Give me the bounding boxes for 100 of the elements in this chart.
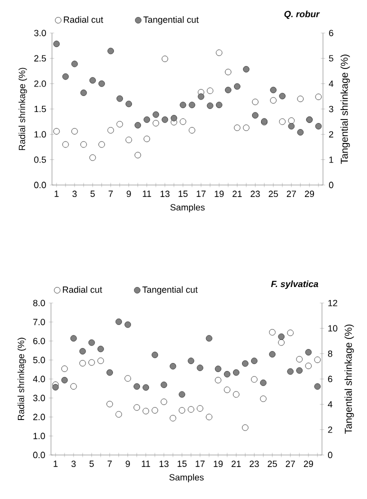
point — [160, 398, 168, 406]
point — [188, 406, 194, 413]
point — [188, 358, 194, 364]
y2-tick-label: 6 — [329, 30, 334, 36]
x-tick-label: 7 — [108, 460, 112, 467]
point — [162, 56, 168, 62]
point — [115, 318, 122, 325]
x-tick-label: 3 — [71, 460, 76, 468]
point — [288, 117, 295, 124]
y-tick-label: 0.5 — [34, 156, 46, 163]
x-tick-label: 19 — [214, 190, 224, 198]
y-tick-label: 3.0 — [33, 394, 45, 402]
point — [152, 111, 160, 118]
point — [305, 362, 312, 370]
point — [88, 359, 95, 366]
point — [53, 128, 60, 135]
point — [170, 114, 178, 122]
point — [178, 391, 186, 398]
point — [70, 383, 77, 390]
x-tick-label: 23 — [250, 460, 259, 468]
y-axis-title: Radial shrinkage (%) — [18, 68, 27, 150]
point — [134, 404, 140, 411]
point — [314, 356, 321, 364]
y-tick-label: 2.5 — [34, 55, 46, 62]
point — [252, 112, 258, 119]
y-tick-label: 3.0 — [34, 30, 46, 36]
point — [144, 116, 150, 123]
x-tick-label: 27 — [286, 190, 296, 197]
point — [278, 333, 285, 340]
point — [214, 376, 222, 384]
point — [297, 129, 304, 136]
point — [242, 66, 250, 72]
y2-tick-label: 10 — [328, 325, 338, 332]
point — [234, 83, 240, 90]
point — [206, 335, 212, 342]
point — [216, 50, 222, 56]
x-tick-label: 25 — [268, 190, 278, 198]
y2-tick-label: 4 — [328, 401, 332, 408]
point — [242, 124, 250, 131]
point — [296, 356, 303, 362]
point — [89, 154, 96, 161]
x-tick-label: 5 — [90, 460, 94, 467]
point — [269, 351, 276, 358]
x-axis-title: Samples — [169, 474, 204, 482]
x-tick-label: 21 — [232, 460, 241, 467]
point — [106, 400, 113, 408]
point — [178, 407, 186, 414]
x-tick-label: 11 — [142, 190, 152, 197]
x-tick-label: 13 — [160, 460, 169, 468]
x-tick-label: 3 — [72, 190, 77, 198]
point — [224, 386, 230, 394]
point — [144, 136, 150, 142]
point — [250, 376, 258, 383]
y2-tick-label: 5 — [329, 55, 334, 62]
point — [214, 366, 222, 372]
point — [124, 321, 132, 328]
point — [88, 339, 95, 346]
point — [160, 382, 168, 388]
legend-label: Tangential cut — [143, 16, 199, 25]
point — [98, 80, 105, 87]
x-tick-label: 25 — [268, 460, 277, 468]
point — [270, 86, 277, 94]
x-tick-label: 17 — [196, 460, 205, 467]
point — [224, 370, 230, 378]
x-tick-label: 9 — [126, 190, 131, 198]
point — [196, 364, 204, 372]
point — [242, 424, 248, 431]
point — [124, 375, 132, 382]
point — [152, 352, 158, 358]
point — [269, 329, 276, 336]
point — [170, 414, 176, 422]
point — [62, 141, 69, 148]
legend-label: Tangential cut — [142, 286, 198, 295]
point — [234, 124, 240, 131]
point — [287, 330, 294, 336]
y-tick-label: 2.0 — [34, 80, 46, 87]
point — [232, 369, 240, 376]
point — [61, 365, 68, 372]
point — [296, 367, 303, 374]
y2-tick-label: 4 — [328, 80, 334, 87]
y2-axis-title: Tangential shrinkage (%) — [340, 54, 350, 164]
point — [89, 77, 96, 84]
y-tick-label: 1.0 — [34, 432, 45, 440]
point — [206, 88, 214, 94]
y-tick-label: 5.0 — [33, 356, 45, 364]
point — [106, 369, 113, 376]
y-tick-label: 4.0 — [33, 376, 45, 382]
point — [216, 102, 222, 108]
point — [62, 73, 69, 80]
point — [116, 120, 123, 128]
point — [162, 116, 168, 123]
point — [142, 384, 150, 391]
y-tick-label: 0.0 — [33, 452, 45, 458]
x-tick-label: 17 — [196, 190, 206, 197]
point — [98, 141, 105, 148]
y2-tick-label: 0 — [328, 452, 332, 458]
x-tick-label: 9 — [126, 460, 130, 468]
chart-title: F. sylvatica — [271, 280, 318, 289]
point — [97, 346, 104, 352]
point — [180, 118, 186, 125]
